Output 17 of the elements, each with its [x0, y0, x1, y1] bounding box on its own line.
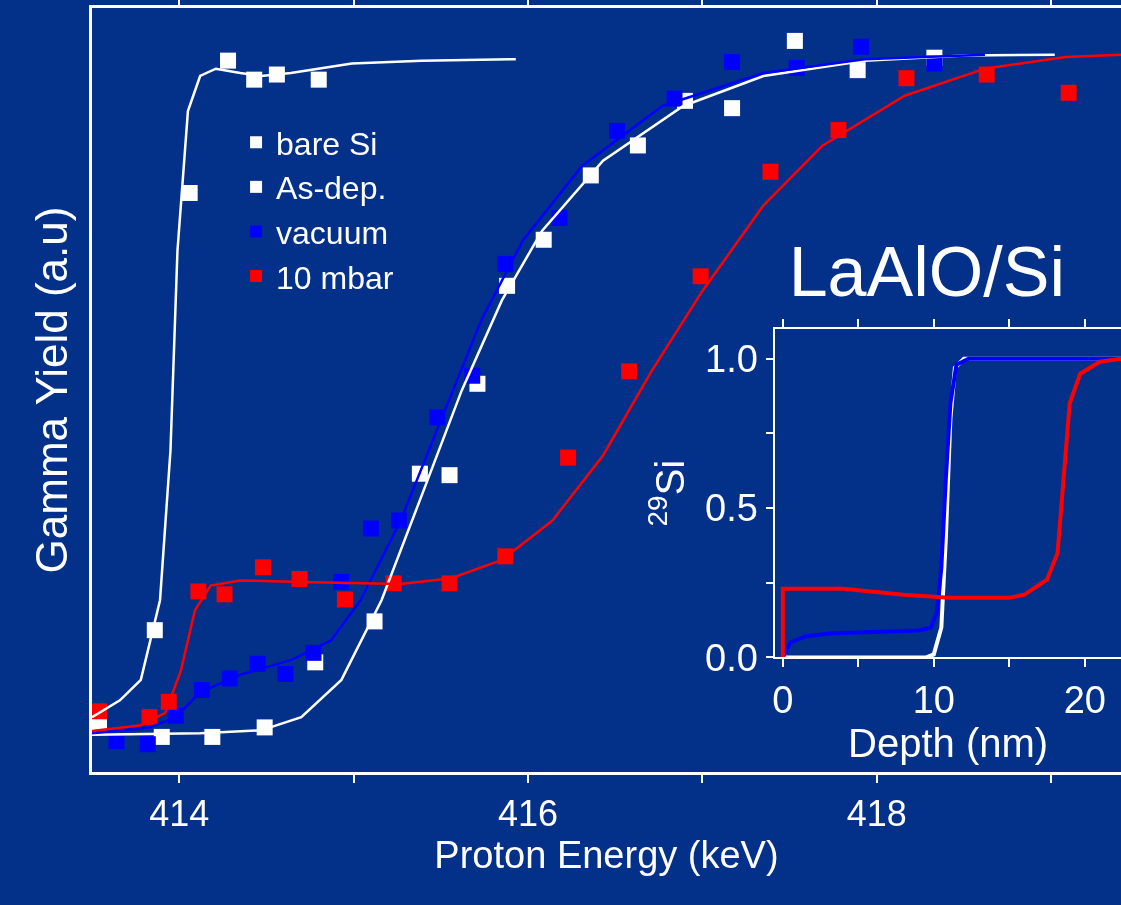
legend-label: bare Si — [276, 125, 378, 162]
y-tick-label: 0.0 — [705, 636, 758, 679]
x-tick-label: 418 — [846, 793, 907, 835]
x-tick-label: 416 — [497, 793, 559, 835]
text: LaAlO/Si — [788, 233, 1065, 311]
x-tick-label: 20 — [1063, 678, 1106, 721]
legend-label: 10 mbar — [276, 259, 394, 296]
legend-label: vacuum — [276, 214, 389, 251]
x-tick-label: 0 — [772, 678, 794, 721]
y-tick-label: 1.0 — [705, 338, 758, 381]
legend-label: As-dep. — [276, 170, 387, 207]
x-axis-title: Depth (nm) — [848, 720, 1049, 765]
x-tick-label: 10 — [912, 678, 955, 721]
x-axis-title: Proton Energy (keV) — [434, 834, 779, 877]
x-tick-label: 414 — [149, 793, 210, 835]
y-tick-label: 0.5 — [705, 487, 758, 530]
y-axis-title: Gamma Yield (a.u) — [27, 206, 77, 574]
